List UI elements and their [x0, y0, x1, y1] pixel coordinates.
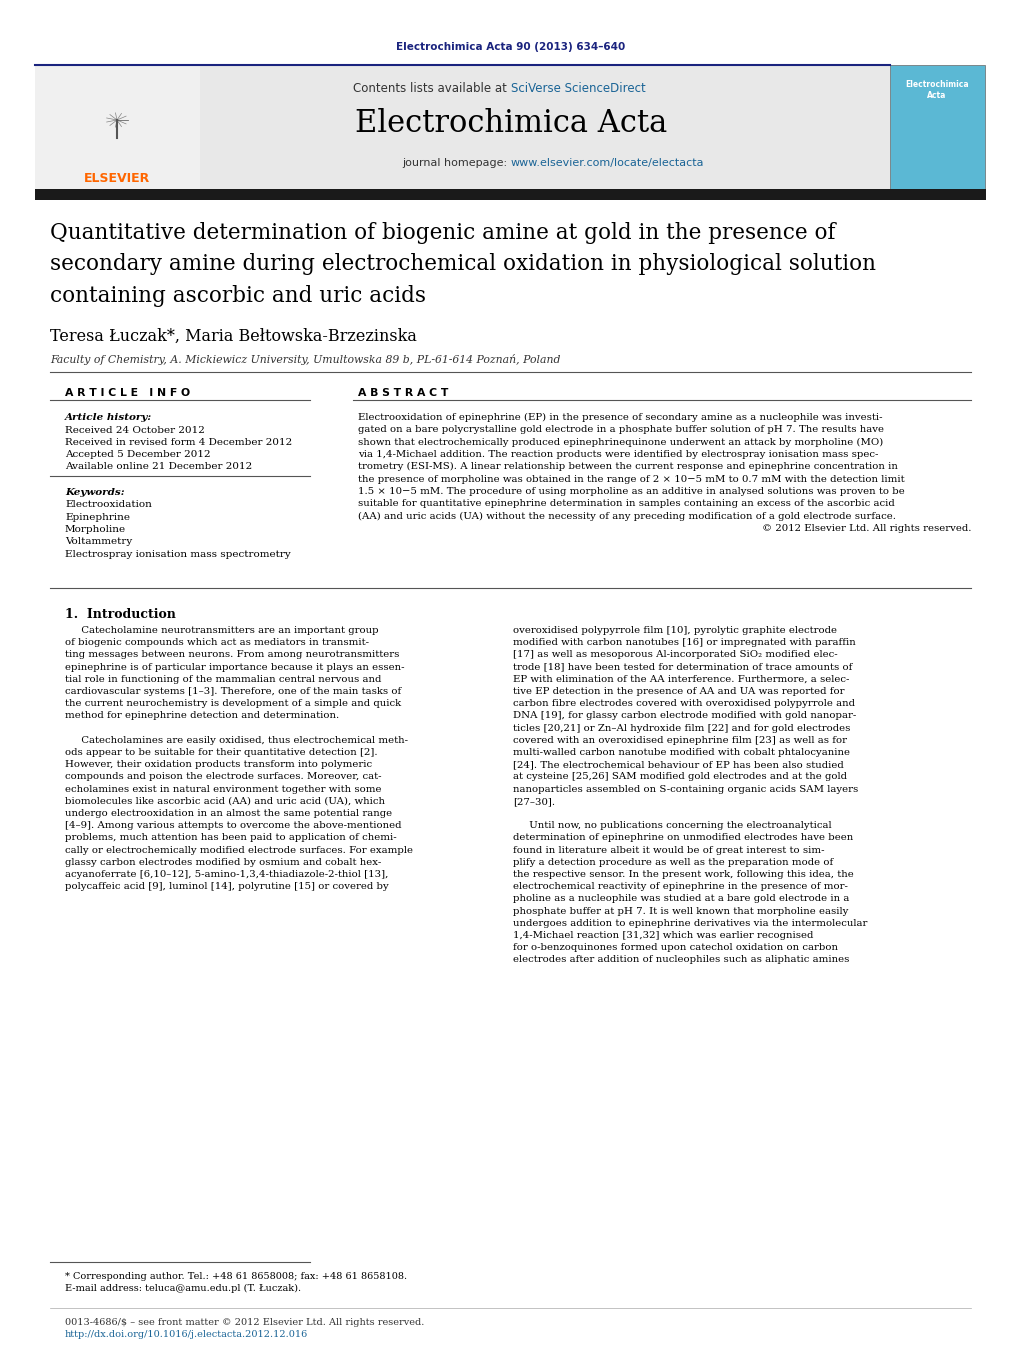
Text: electrodes after addition of nucleophiles such as aliphatic amines: electrodes after addition of nucleophile…: [513, 955, 849, 965]
Text: epinephrine is of particular importance because it plays an essen-: epinephrine is of particular importance …: [65, 662, 404, 671]
Text: 1.  Introduction: 1. Introduction: [65, 608, 176, 621]
Text: Received in revised form 4 December 2012: Received in revised form 4 December 2012: [65, 438, 292, 447]
Text: Electrochimica
Acta: Electrochimica Acta: [906, 80, 969, 100]
Text: ting messages between neurons. From among neurotransmitters: ting messages between neurons. From amon…: [65, 650, 399, 659]
Text: nanoparticles assembled on S-containing organic acids SAM layers: nanoparticles assembled on S-containing …: [513, 785, 859, 793]
Text: phosphate buffer at pH 7. It is well known that morpholine easily: phosphate buffer at pH 7. It is well kno…: [513, 907, 848, 916]
Text: modified with carbon nanotubes [16] or impregnated with paraffin: modified with carbon nanotubes [16] or i…: [513, 638, 856, 647]
Text: ods appear to be suitable for their quantitative detection [2].: ods appear to be suitable for their quan…: [65, 748, 378, 757]
Text: multi-walled carbon nanotube modified with cobalt phtalocyanine: multi-walled carbon nanotube modified wi…: [513, 748, 850, 757]
Text: suitable for quantitative epinephrine determination in samples containing an exc: suitable for quantitative epinephrine de…: [358, 499, 894, 508]
Text: tive EP detection in the presence of AA and UA was reported for: tive EP detection in the presence of AA …: [513, 688, 844, 696]
Text: However, their oxidation products transform into polymeric: However, their oxidation products transf…: [65, 761, 372, 769]
Text: A R T I C L E   I N F O: A R T I C L E I N F O: [65, 388, 190, 399]
Text: the current neurochemistry is development of a simple and quick: the current neurochemistry is developmen…: [65, 700, 401, 708]
Text: Faculty of Chemistry, A. Mickiewicz University, Umultowska 89 b, PL-61-614 Pozna: Faculty of Chemistry, A. Mickiewicz Univ…: [50, 354, 561, 365]
Text: (AA) and uric acids (UA) without the necessity of any preceding modification of : (AA) and uric acids (UA) without the nec…: [358, 512, 896, 520]
Text: Keywords:: Keywords:: [65, 488, 125, 497]
Text: electrochemical reactivity of epinephrine in the presence of mor-: electrochemical reactivity of epinephrin…: [513, 882, 847, 892]
Text: [17] as well as mesoporous Al-incorporated SiO₂ modified elec-: [17] as well as mesoporous Al-incorporat…: [513, 650, 837, 659]
Text: Electrochimica Acta 90 (2013) 634–640: Electrochimica Acta 90 (2013) 634–640: [396, 42, 626, 51]
Text: * Corresponding author. Tel.: +48 61 8658008; fax: +48 61 8658108.: * Corresponding author. Tel.: +48 61 865…: [65, 1273, 407, 1281]
Text: pholine as a nucleophile was studied at a bare gold electrode in a: pholine as a nucleophile was studied at …: [513, 894, 849, 904]
Text: [24]. The electrochemical behaviour of EP has been also studied: [24]. The electrochemical behaviour of E…: [513, 761, 843, 769]
Text: Electrochimica Acta: Electrochimica Acta: [355, 108, 667, 139]
Bar: [35, 65, 200, 190]
Text: the presence of morpholine was obtained in the range of 2 × 10−5 mM to 0.7 mM wi: the presence of morpholine was obtained …: [358, 474, 905, 484]
Text: for o-benzoquinones formed upon catechol oxidation on carbon: for o-benzoquinones formed upon catechol…: [513, 943, 838, 952]
Text: SciVerse ScienceDirect: SciVerse ScienceDirect: [510, 82, 645, 95]
Text: ticles [20,21] or Zn–Al hydroxide film [22] and for gold electrodes: ticles [20,21] or Zn–Al hydroxide film […: [513, 724, 850, 732]
Bar: [35, 65, 890, 190]
Text: covered with an overoxidised epinephrine film [23] as well as for: covered with an overoxidised epinephrine…: [513, 736, 847, 744]
Text: cally or electrochemically modified electrode surfaces. For example: cally or electrochemically modified elec…: [65, 846, 414, 855]
Text: 1.5 × 10−5 mM. The procedure of using morpholine as an additive in analysed solu: 1.5 × 10−5 mM. The procedure of using mo…: [358, 486, 905, 496]
Text: problems, much attention has been paid to application of chemi-: problems, much attention has been paid t…: [65, 834, 396, 843]
Text: acyanoferrate [6,10–12], 5-amino-1,3,4-thiadiazole-2-thiol [13],: acyanoferrate [6,10–12], 5-amino-1,3,4-t…: [65, 870, 388, 880]
Text: echolamines exist in natural environment together with some: echolamines exist in natural environment…: [65, 785, 382, 793]
Text: trode [18] have been tested for determination of trace amounts of: trode [18] have been tested for determin…: [513, 662, 853, 671]
Text: undergoes addition to epinephrine derivatives via the intermolecular: undergoes addition to epinephrine deriva…: [513, 919, 868, 928]
Text: Electrospray ionisation mass spectrometry: Electrospray ionisation mass spectrometr…: [65, 550, 291, 559]
Text: gated on a bare polycrystalline gold electrode in a phosphate buffer solution of: gated on a bare polycrystalline gold ele…: [358, 426, 884, 434]
Text: Quantitative determination of biogenic amine at gold in the presence of
secondar: Quantitative determination of biogenic a…: [50, 222, 876, 307]
Text: undergo electrooxidation in an almost the same potential range: undergo electrooxidation in an almost th…: [65, 809, 392, 817]
Text: [4–9]. Among various attempts to overcome the above-mentioned: [4–9]. Among various attempts to overcom…: [65, 821, 401, 831]
Text: Until now, no publications concerning the electroanalytical: Until now, no publications concerning th…: [513, 821, 832, 831]
Text: Contents lists available at: Contents lists available at: [353, 82, 510, 95]
Text: glassy carbon electrodes modified by osmium and cobalt hex-: glassy carbon electrodes modified by osm…: [65, 858, 381, 867]
Text: www.elsevier.com/locate/electacta: www.elsevier.com/locate/electacta: [510, 158, 704, 168]
Text: journal homepage:: journal homepage:: [402, 158, 510, 168]
Text: Epinephrine: Epinephrine: [65, 512, 130, 521]
Text: 1,4-Michael reaction [31,32] which was earlier recognised: 1,4-Michael reaction [31,32] which was e…: [513, 931, 814, 940]
Text: compounds and poison the electrode surfaces. Moreover, cat-: compounds and poison the electrode surfa…: [65, 773, 382, 781]
Text: Electrooxidation: Electrooxidation: [65, 500, 152, 509]
Text: Teresa Łuczak*, Maria Bełtowska-Brzezinska: Teresa Łuczak*, Maria Bełtowska-Brzezins…: [50, 328, 417, 345]
Text: Catecholamines are easily oxidised, thus electrochemical meth-: Catecholamines are easily oxidised, thus…: [65, 736, 408, 744]
Text: Voltammetry: Voltammetry: [65, 538, 133, 547]
Text: Available online 21 December 2012: Available online 21 December 2012: [65, 462, 252, 471]
Text: trometry (ESI-MS). A linear relationship between the current response and epinep: trometry (ESI-MS). A linear relationship…: [358, 462, 897, 471]
Text: polycaffeic acid [9], luminol [14], polyrutine [15] or covered by: polycaffeic acid [9], luminol [14], poly…: [65, 882, 389, 892]
Text: http://dx.doi.org/10.1016/j.electacta.2012.12.016: http://dx.doi.org/10.1016/j.electacta.20…: [65, 1329, 308, 1339]
Text: determination of epinephrine on unmodified electrodes have been: determination of epinephrine on unmodifi…: [513, 834, 854, 843]
Text: plify a detection procedure as well as the preparation mode of: plify a detection procedure as well as t…: [513, 858, 833, 867]
Text: via 1,4-Michael addition. The reaction products were identified by electrospray : via 1,4-Michael addition. The reaction p…: [358, 450, 878, 459]
Text: Received 24 October 2012: Received 24 October 2012: [65, 426, 205, 435]
Text: cardiovascular systems [1–3]. Therefore, one of the main tasks of: cardiovascular systems [1–3]. Therefore,…: [65, 688, 401, 696]
Text: [27–30].: [27–30].: [513, 797, 555, 805]
Text: E-mail address: teluca@amu.edu.pl (T. Łuczak).: E-mail address: teluca@amu.edu.pl (T. Łu…: [65, 1283, 301, 1293]
Text: © 2012 Elsevier Ltd. All rights reserved.: © 2012 Elsevier Ltd. All rights reserved…: [762, 524, 971, 532]
Text: A B S T R A C T: A B S T R A C T: [358, 388, 448, 399]
Text: overoxidised polypyrrole film [10], pyrolytic graphite electrode: overoxidised polypyrrole film [10], pyro…: [513, 626, 837, 635]
Text: Accepted 5 December 2012: Accepted 5 December 2012: [65, 450, 210, 459]
Text: the respective sensor. In the present work, following this idea, the: the respective sensor. In the present wo…: [513, 870, 854, 880]
Text: Article history:: Article history:: [65, 413, 152, 422]
Text: shown that electrochemically produced epinephrinequinone underwent an attack by : shown that electrochemically produced ep…: [358, 438, 883, 447]
Bar: [35, 189, 986, 200]
Bar: [890, 65, 985, 190]
Text: carbon fibre electrodes covered with overoxidised polypyrrole and: carbon fibre electrodes covered with ove…: [513, 700, 855, 708]
Text: Catecholamine neurotransmitters are an important group: Catecholamine neurotransmitters are an i…: [65, 626, 379, 635]
Text: of biogenic compounds which act as mediators in transmit-: of biogenic compounds which act as media…: [65, 638, 369, 647]
Text: found in literature albeit it would be of great interest to sim-: found in literature albeit it would be o…: [513, 846, 825, 855]
Text: method for epinephrine detection and determination.: method for epinephrine detection and det…: [65, 712, 339, 720]
Text: EP with elimination of the AA interference. Furthermore, a selec-: EP with elimination of the AA interferen…: [513, 674, 849, 684]
Text: tial role in functioning of the mammalian central nervous and: tial role in functioning of the mammalia…: [65, 674, 382, 684]
Text: ELSEVIER: ELSEVIER: [84, 172, 150, 185]
Text: Morpholine: Morpholine: [65, 526, 127, 534]
Text: 0013-4686/$ – see front matter © 2012 Elsevier Ltd. All rights reserved.: 0013-4686/$ – see front matter © 2012 El…: [65, 1319, 425, 1327]
Text: biomolecules like ascorbic acid (AA) and uric acid (UA), which: biomolecules like ascorbic acid (AA) and…: [65, 797, 385, 805]
Text: at cysteine [25,26] SAM modified gold electrodes and at the gold: at cysteine [25,26] SAM modified gold el…: [513, 773, 847, 781]
Text: DNA [19], for glassy carbon electrode modified with gold nanopar-: DNA [19], for glassy carbon electrode mo…: [513, 712, 857, 720]
Text: Electrooxidation of epinephrine (EP) in the presence of secondary amine as a nuc: Electrooxidation of epinephrine (EP) in …: [358, 413, 882, 422]
